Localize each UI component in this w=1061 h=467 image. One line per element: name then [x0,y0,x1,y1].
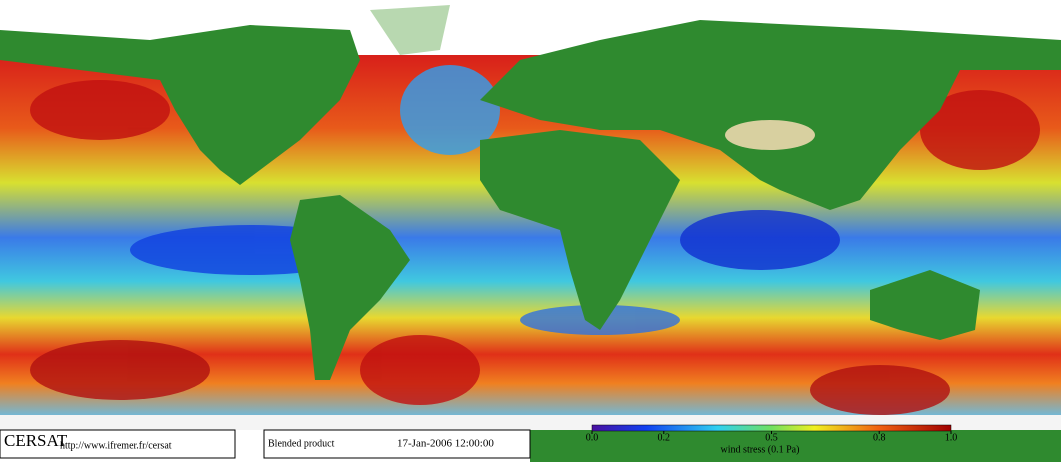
colorbar-label: wind stress (0.1 Pa) [721,444,800,455]
land [0,20,1061,462]
colorbar-tick-label: 0.8 [873,432,886,443]
colorbar-tick-label: 1.0 [945,432,958,443]
date: 17-Jan-2006 12:00:00 [397,438,494,450]
colorbar-tick-label: 0.2 [658,432,671,443]
colorbar-tick-label: 0.5 [765,432,778,443]
colorbar [591,424,952,432]
colorbar-tick-label: 0.0 [586,432,599,443]
url: http://www.ifremer.fr/cersat [60,440,172,451]
product-box [263,429,531,459]
product: Blended product [268,438,335,449]
tibet [725,120,815,150]
greenland [370,5,450,55]
logo-box [0,429,236,459]
logo: CERSAT [4,431,68,450]
